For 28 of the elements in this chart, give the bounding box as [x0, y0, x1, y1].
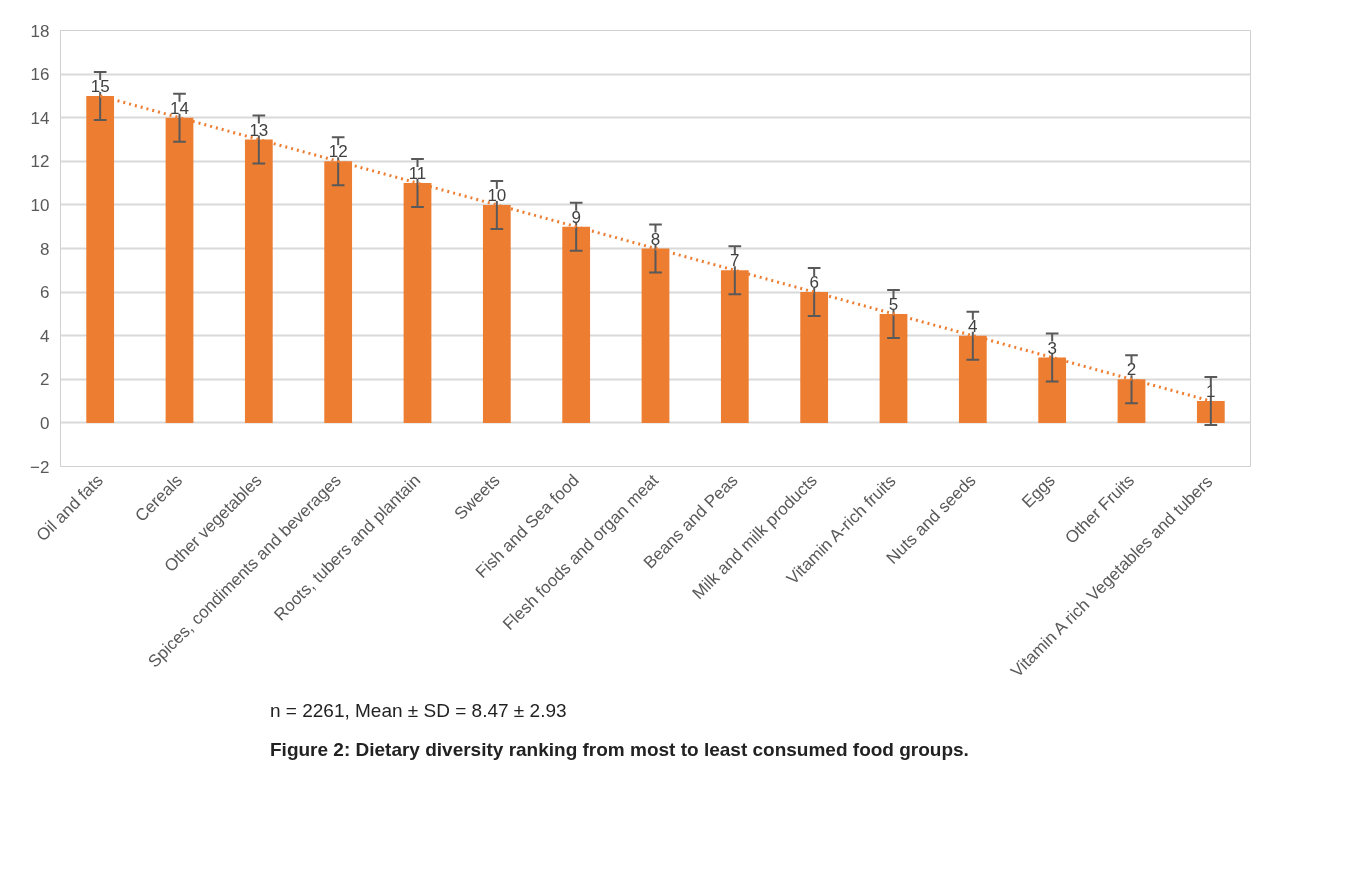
- caption: Figure 2: Dietary diversity ranking from most to least consumed food groups.: [270, 738, 969, 763]
- data-label: 9: [571, 207, 581, 227]
- y-tick-label: 14: [30, 108, 50, 128]
- data-label: 7: [730, 251, 740, 271]
- y-tick-label: 10: [30, 195, 50, 215]
- data-label: 14: [170, 98, 189, 118]
- data-label: 4: [968, 316, 978, 336]
- data-label: 11: [408, 164, 427, 184]
- data-label: 10: [487, 185, 507, 205]
- data-label: 6: [809, 273, 819, 293]
- y-tick-label: 2: [40, 370, 50, 390]
- y-tick-label: 4: [40, 326, 50, 346]
- data-label: 1: [1206, 382, 1216, 402]
- y-tick-label: 18: [30, 21, 50, 41]
- text: n = 2261, Mean ± SD = 8.47 ± 2.93: [270, 699, 567, 723]
- y-tick-label: 12: [30, 152, 50, 172]
- data-label: 2: [1126, 360, 1137, 380]
- data-label: 15: [90, 76, 110, 96]
- data-label: 8: [650, 229, 661, 249]
- y-tick-label: 0: [40, 413, 50, 433]
- data-label: 13: [249, 120, 269, 140]
- y-tick-label: 16: [30, 65, 50, 85]
- data-label: 3: [1047, 338, 1057, 358]
- data-label: 12: [328, 142, 348, 162]
- y-tick-label: 6: [40, 283, 50, 303]
- data-label: 5: [888, 294, 899, 314]
- y-tick-label: 8: [40, 239, 50, 259]
- y-tick-label: −2: [30, 457, 50, 477]
